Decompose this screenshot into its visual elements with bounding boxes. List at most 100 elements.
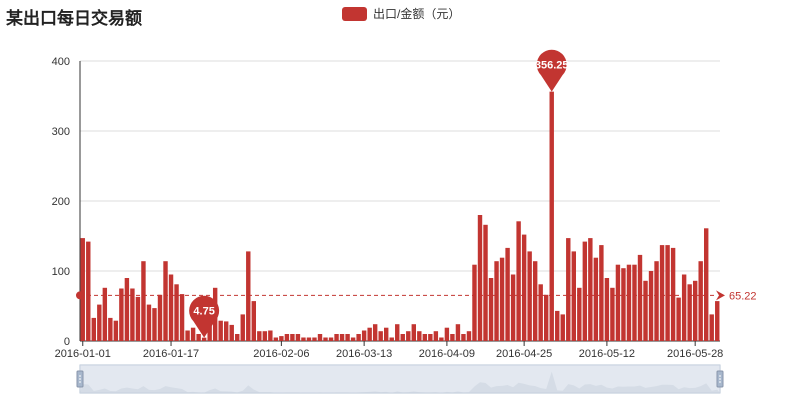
bar[interactable]	[461, 334, 466, 341]
bar[interactable]	[185, 330, 190, 342]
bar[interactable]	[240, 314, 245, 341]
bar[interactable]	[201, 337, 207, 341]
bar[interactable]	[621, 268, 626, 341]
bar[interactable]	[356, 334, 361, 341]
bar[interactable]	[372, 324, 378, 341]
bar[interactable]	[477, 215, 483, 341]
bar[interactable]	[268, 330, 273, 342]
bar[interactable]	[124, 278, 130, 341]
bar[interactable]	[339, 334, 345, 341]
bar[interactable]	[577, 287, 582, 341]
bar[interactable]	[417, 331, 422, 341]
bar[interactable]	[499, 257, 505, 341]
bar[interactable]	[157, 294, 163, 341]
bar[interactable]	[91, 317, 96, 341]
min-mark-pin[interactable]	[189, 295, 220, 338]
bar[interactable]	[395, 324, 400, 341]
bar[interactable]	[163, 261, 168, 341]
bar[interactable]	[715, 301, 720, 341]
bar[interactable]	[284, 334, 290, 341]
bar[interactable]	[588, 238, 593, 341]
bar[interactable]	[323, 337, 328, 342]
bar[interactable]	[229, 324, 234, 341]
bar[interactable]	[599, 245, 604, 341]
bar[interactable]	[384, 327, 389, 341]
bar[interactable]	[494, 261, 499, 341]
bar[interactable]	[119, 288, 124, 342]
bar[interactable]	[560, 314, 565, 341]
bar[interactable]	[406, 331, 411, 341]
bar[interactable]	[472, 264, 477, 341]
bar[interactable]	[637, 254, 643, 341]
bar[interactable]	[687, 284, 692, 341]
bar[interactable]	[317, 334, 323, 341]
bar[interactable]	[566, 238, 571, 341]
bar[interactable]	[273, 337, 279, 342]
bar[interactable]	[378, 331, 383, 341]
bar[interactable]	[654, 261, 659, 341]
bar[interactable]	[135, 296, 141, 341]
bar[interactable]	[444, 327, 450, 341]
bar[interactable]	[411, 324, 416, 341]
bar[interactable]	[80, 238, 85, 341]
bar[interactable]	[516, 221, 521, 341]
bar[interactable]	[604, 278, 610, 341]
max-mark-pin[interactable]	[536, 49, 567, 92]
bar[interactable]	[224, 321, 229, 341]
bar[interactable]	[571, 251, 576, 341]
bar[interactable]	[235, 334, 240, 341]
bar[interactable]	[168, 274, 174, 342]
bar[interactable]	[538, 284, 543, 341]
bar[interactable]	[439, 337, 444, 342]
bar[interactable]	[262, 331, 268, 341]
legend[interactable]: 出口/金额（元）	[342, 5, 460, 22]
bar[interactable]	[698, 261, 703, 341]
bar[interactable]	[593, 257, 599, 341]
bar[interactable]	[306, 337, 312, 342]
bar[interactable]	[251, 301, 256, 341]
bar[interactable]	[345, 334, 350, 341]
bar[interactable]	[97, 304, 102, 341]
bar[interactable]	[670, 247, 676, 341]
bar[interactable]	[676, 297, 681, 341]
bar[interactable]	[350, 337, 356, 342]
bar[interactable]	[246, 251, 251, 341]
zoom-slider-window[interactable]	[80, 365, 720, 393]
bar[interactable]	[488, 278, 494, 341]
bar[interactable]	[400, 334, 405, 341]
bar[interactable]	[709, 314, 714, 341]
bar[interactable]	[301, 337, 306, 342]
bar[interactable]	[179, 294, 185, 341]
bar[interactable]	[334, 334, 339, 341]
bar[interactable]	[433, 331, 439, 341]
bar[interactable]	[532, 261, 538, 341]
bar[interactable]	[152, 308, 157, 341]
bar[interactable]	[361, 330, 367, 342]
bar[interactable]	[692, 280, 698, 341]
bar[interactable]	[312, 337, 317, 342]
bar[interactable]	[190, 327, 196, 341]
bar[interactable]	[527, 251, 532, 341]
bar[interactable]	[328, 337, 334, 342]
bar[interactable]	[704, 228, 709, 341]
bar[interactable]	[610, 287, 615, 341]
bar[interactable]	[643, 280, 648, 341]
bar[interactable]	[422, 334, 428, 341]
bar[interactable]	[466, 331, 472, 341]
bar[interactable]	[218, 320, 223, 341]
bar[interactable]	[483, 224, 488, 341]
bar[interactable]	[257, 331, 262, 341]
bar[interactable]	[510, 274, 516, 342]
bar[interactable]	[659, 245, 665, 341]
bar[interactable]	[455, 324, 461, 341]
bar[interactable]	[505, 247, 510, 341]
bar[interactable]	[141, 261, 146, 341]
bar[interactable]	[102, 287, 108, 341]
bar[interactable]	[549, 91, 554, 341]
bar[interactable]	[615, 264, 621, 341]
bar[interactable]	[665, 245, 670, 341]
bar[interactable]	[367, 327, 372, 341]
bar[interactable]	[428, 334, 433, 341]
bar[interactable]	[389, 337, 394, 342]
bar[interactable]	[521, 234, 527, 341]
